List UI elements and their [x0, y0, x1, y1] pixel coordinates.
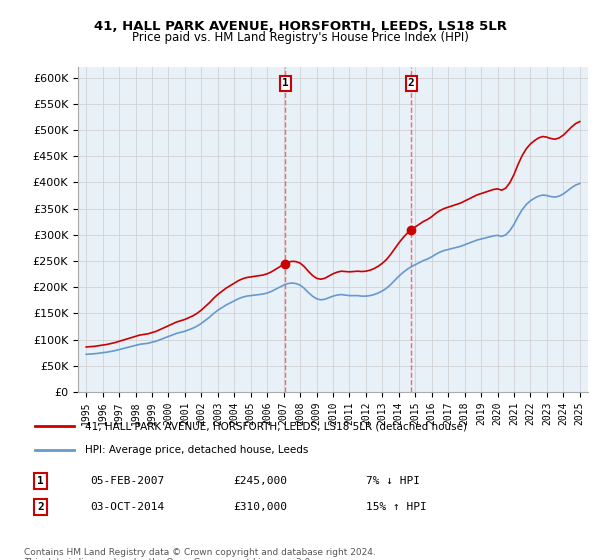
Text: 03-OCT-2014: 03-OCT-2014: [90, 502, 164, 512]
Text: £245,000: £245,000: [234, 476, 288, 486]
Text: 41, HALL PARK AVENUE, HORSFORTH, LEEDS, LS18 5LR: 41, HALL PARK AVENUE, HORSFORTH, LEEDS, …: [94, 20, 506, 32]
Text: Contains HM Land Registry data © Crown copyright and database right 2024.
This d: Contains HM Land Registry data © Crown c…: [24, 548, 376, 560]
Text: 2: 2: [37, 502, 44, 512]
Text: 7% ↓ HPI: 7% ↓ HPI: [366, 476, 420, 486]
Text: HPI: Average price, detached house, Leeds: HPI: Average price, detached house, Leed…: [85, 445, 308, 455]
Text: £310,000: £310,000: [234, 502, 288, 512]
Text: 41, HALL PARK AVENUE, HORSFORTH, LEEDS, LS18 5LR (detached house): 41, HALL PARK AVENUE, HORSFORTH, LEEDS, …: [85, 421, 467, 431]
Text: 15% ↑ HPI: 15% ↑ HPI: [366, 502, 427, 512]
Text: 2: 2: [408, 78, 415, 88]
Text: Price paid vs. HM Land Registry's House Price Index (HPI): Price paid vs. HM Land Registry's House …: [131, 31, 469, 44]
Text: 1: 1: [37, 476, 44, 486]
Text: 1: 1: [282, 78, 289, 88]
Text: 05-FEB-2007: 05-FEB-2007: [90, 476, 164, 486]
